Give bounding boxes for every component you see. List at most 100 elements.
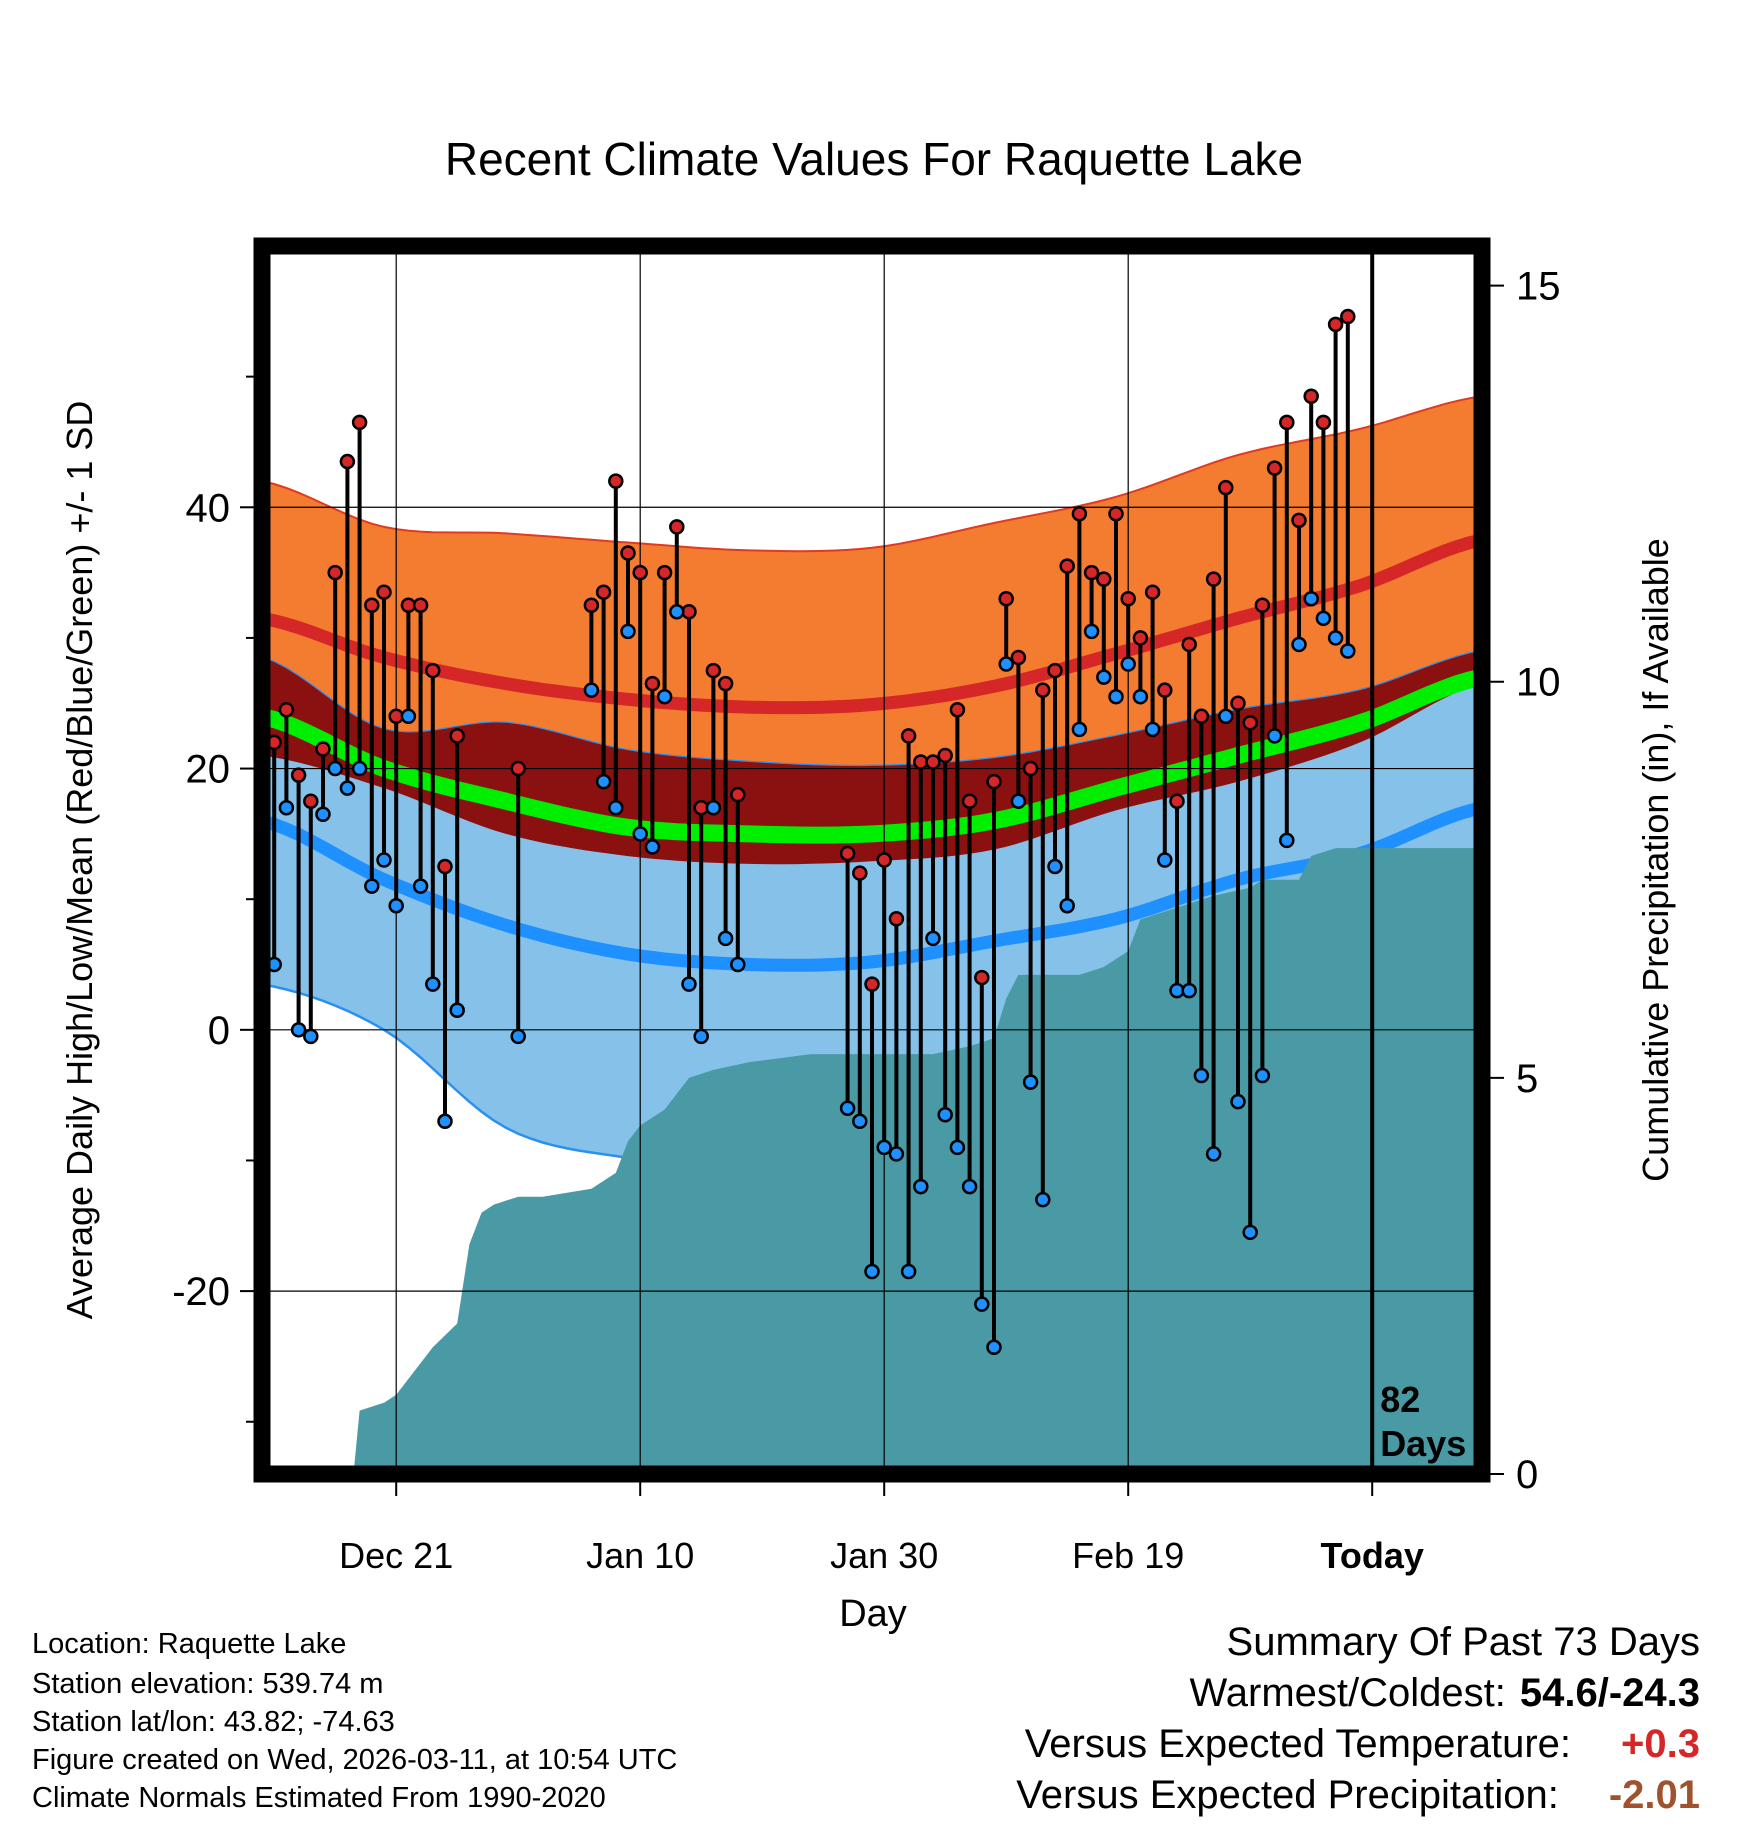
plot-frame [253,237,1491,1483]
chart-title: Recent Climate Values For Raquette Lake [445,133,1303,185]
summary-temperature: Versus Expected Temperature: +0.3 [1025,1722,1700,1767]
summary-warmest-coldest: Warmest/Coldest: 54.6/-24.3 [1189,1671,1700,1716]
high-point [669,519,685,535]
low-point [1254,1067,1271,1084]
low-point [400,708,417,725]
low-point [693,1028,709,1045]
low-point [900,1263,917,1280]
low-normal-line [262,801,1482,972]
high-point [608,473,624,489]
temp-anomaly-label: Versus Expected Temperature: [1024,1722,1572,1766]
high-point [705,662,722,679]
today-count-unit: Days [1380,1423,1466,1464]
high-point [876,852,892,868]
low-point [705,799,722,816]
high-point [888,911,905,927]
today-count-number: 82 [1380,1379,1420,1420]
low-point [437,1113,453,1130]
low-point [1315,610,1332,627]
y-tick-label: -20 [172,1270,230,1314]
high-point [1071,506,1088,522]
low-point [1303,590,1319,607]
summary-title: Summary Of Past 73 Days [1226,1620,1700,1664]
high-point [852,865,868,881]
low-point [888,1146,905,1162]
low-point [339,780,356,796]
high-point [974,969,990,986]
low-point [1120,656,1136,672]
low-point [1193,1067,1210,1084]
low-point [986,1339,1002,1356]
low-point [583,682,600,698]
low-point [351,760,368,777]
high-point [278,702,295,718]
low-point [1205,1146,1222,1162]
high-point [1120,590,1136,607]
low-point [644,839,661,855]
high-point [1083,564,1100,581]
high-point [1340,308,1356,325]
high-point [1242,715,1258,731]
y2-axis-label: Cumulative Precipitation (in), If Availa… [1635,538,1676,1182]
low-point [449,1002,465,1018]
low-point [620,623,636,640]
precip-anomaly-value: -2.01 [1608,1773,1700,1817]
summary-precipitation: Versus Expected Precipitation: -2.01 [1016,1773,1700,1818]
low-point [1266,728,1283,744]
x-tick-label: Feb 19 [1072,1535,1184,1576]
high-point [900,728,917,744]
low-point [974,1296,990,1312]
high-point [1035,682,1051,698]
low-point [1181,982,1197,999]
high-point [1218,479,1234,496]
high-point [1266,460,1283,476]
low-point [925,930,941,947]
low-point [1291,636,1307,653]
high-point [1279,414,1295,431]
low-point [681,976,697,992]
high-point [1181,636,1197,653]
high-point [730,786,746,803]
y-tick-label: 20 [186,748,231,792]
low-point [669,604,685,620]
plot-inner [262,246,1482,1474]
high-point [1047,662,1063,679]
high-point [1303,388,1319,404]
y2-tick-label: 0 [1516,1453,1538,1497]
high-point [717,675,734,692]
y-tick-label: 40 [186,486,231,530]
high-point [351,414,368,431]
high-point [437,858,453,875]
x-axis-label: Day [839,1593,907,1635]
high-point [656,564,673,581]
temp-anomaly-value: +0.3 [1621,1722,1700,1766]
low-point [949,1139,966,1156]
low-point [1083,623,1100,640]
low-point [937,1106,953,1123]
high-point [1193,708,1210,725]
high-point [1022,760,1039,777]
y2-tick-label: 15 [1516,265,1561,309]
y2-tick-label: 10 [1516,661,1561,705]
low-point [327,760,343,777]
high-point [949,702,966,718]
high-point [1108,506,1124,522]
high-point [1132,630,1149,646]
low-point [315,806,331,823]
x-tick-label: Today [1321,1535,1424,1576]
low-point [1340,643,1356,659]
high-point [632,564,648,581]
low-point [1047,858,1063,875]
high-point [1291,512,1307,529]
low-point [876,1139,892,1156]
high-point [412,597,429,614]
low-point [1108,688,1124,705]
high-point [1169,793,1185,809]
low-point [1010,793,1027,809]
high-point [961,793,978,809]
high-point [1315,414,1332,431]
low-point [839,1100,856,1116]
high-normal-line [262,533,1482,715]
low-point [1096,669,1112,685]
low-point [425,976,441,992]
